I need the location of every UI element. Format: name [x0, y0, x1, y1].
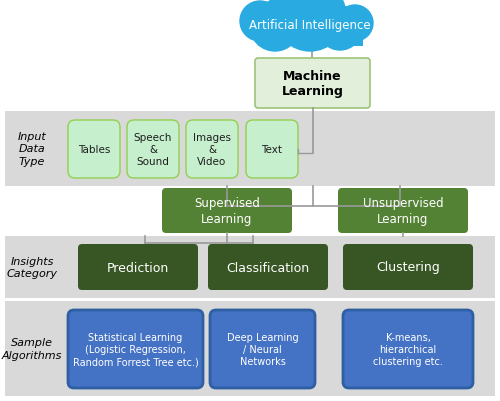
FancyBboxPatch shape	[338, 188, 468, 233]
FancyBboxPatch shape	[68, 310, 203, 388]
Circle shape	[250, 2, 300, 52]
FancyBboxPatch shape	[343, 310, 473, 388]
Circle shape	[318, 7, 362, 51]
Text: Speech
&
Sound: Speech & Sound	[134, 132, 172, 167]
FancyBboxPatch shape	[78, 244, 198, 290]
Text: Input
Data
Type: Input Data Type	[18, 132, 46, 166]
Circle shape	[288, 0, 322, 24]
Bar	[258, 15, 363, 47]
Text: Prediction: Prediction	[107, 261, 169, 274]
FancyBboxPatch shape	[210, 310, 315, 388]
FancyBboxPatch shape	[255, 59, 370, 109]
Bar	[5, 112, 495, 186]
Text: Insights
Category: Insights Category	[6, 256, 58, 279]
Circle shape	[305, 0, 345, 31]
Text: Machine
Learning: Machine Learning	[282, 69, 344, 98]
Text: Classification: Classification	[226, 261, 310, 274]
FancyBboxPatch shape	[186, 121, 238, 178]
Text: Images
&
Video: Images & Video	[193, 132, 231, 167]
Text: Tables: Tables	[78, 145, 110, 155]
Text: Text: Text	[262, 145, 282, 155]
Text: Deep Learning
/ Neural
Networks: Deep Learning / Neural Networks	[226, 332, 298, 367]
FancyBboxPatch shape	[127, 121, 179, 178]
Text: Statistical Learning
(Logistic Regression,
Random Forrest Tree etc.): Statistical Learning (Logistic Regressio…	[72, 332, 198, 367]
Text: Supervised
Learning: Supervised Learning	[194, 196, 260, 225]
Circle shape	[268, 0, 308, 30]
FancyBboxPatch shape	[208, 244, 328, 290]
FancyBboxPatch shape	[343, 244, 473, 290]
FancyBboxPatch shape	[68, 121, 120, 178]
Text: Clustering: Clustering	[376, 261, 440, 274]
FancyBboxPatch shape	[162, 188, 292, 233]
Circle shape	[275, 0, 345, 52]
Text: Unsupervised
Learning: Unsupervised Learning	[362, 196, 444, 225]
Text: Artificial Intelligence: Artificial Intelligence	[249, 18, 371, 31]
Circle shape	[337, 6, 373, 42]
Bar	[5, 301, 495, 396]
Circle shape	[240, 2, 280, 42]
Bar	[5, 237, 495, 298]
Text: K-means,
hierarchical
clustering etc.: K-means, hierarchical clustering etc.	[373, 332, 443, 367]
FancyBboxPatch shape	[246, 121, 298, 178]
Text: Sample
Algorithms: Sample Algorithms	[2, 338, 62, 360]
